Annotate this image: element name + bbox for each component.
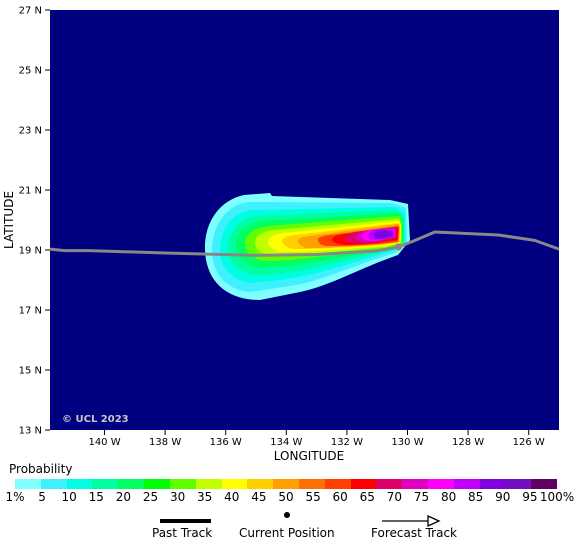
colorbar-label: 95 bbox=[522, 490, 538, 504]
colorbar-swatch bbox=[66, 479, 93, 489]
colorbar-swatch bbox=[428, 479, 454, 489]
colorbar-label: 80 bbox=[440, 490, 457, 504]
colorbar-swatch bbox=[531, 479, 558, 489]
current-position-swatch bbox=[284, 512, 290, 518]
lon-tick-label: 136 W bbox=[210, 437, 242, 448]
colorbar-label: 100% bbox=[539, 490, 575, 504]
watermark: © UCL 2023 bbox=[62, 414, 129, 425]
colorbar-swatch bbox=[505, 479, 532, 489]
colorbar-swatch bbox=[221, 479, 248, 489]
colorbar-label: 25 bbox=[142, 490, 159, 504]
x-axis-title: LONGITUDE bbox=[274, 449, 344, 463]
y-axis-title: LATITUDE bbox=[2, 191, 16, 249]
colorbar-swatch bbox=[15, 479, 41, 489]
lat-tick-label: 19 N bbox=[19, 246, 42, 257]
colorbar-label: 1% bbox=[5, 490, 25, 504]
probability-field bbox=[204, 193, 410, 300]
colorbar-label: 70 bbox=[386, 490, 403, 504]
lat-tick-label: 13 N bbox=[19, 426, 42, 437]
colorbar-label: 85 bbox=[468, 490, 484, 504]
colorbar-swatch bbox=[144, 479, 170, 489]
lat-tick-label: 21 N bbox=[19, 186, 42, 197]
colorbar-swatch bbox=[298, 479, 325, 489]
colorbar-label: 35 bbox=[197, 490, 213, 504]
latitude-axis: 27 N 25 N 23 N 21 N 19 N 17 N 15 N 13 N bbox=[19, 6, 50, 437]
colorbar-label: 65 bbox=[359, 490, 375, 504]
colorbar-label: 50 bbox=[278, 490, 294, 504]
current-position-label: Current Position bbox=[239, 526, 335, 540]
colorbar-swatch bbox=[479, 479, 506, 489]
current-position-marker bbox=[394, 243, 402, 251]
forecast-track-label: Forecast Track bbox=[371, 526, 457, 540]
probability-colorbar bbox=[15, 479, 558, 489]
colorbar-swatch bbox=[195, 479, 222, 489]
plot-area: © UCL 2023 bbox=[49, 10, 560, 430]
storm-track bbox=[49, 230, 560, 257]
colorbar-swatch bbox=[376, 479, 403, 489]
lat-tick-label: 23 N bbox=[19, 126, 42, 137]
colorbar-label: 10 bbox=[61, 490, 77, 504]
past-track-label: Past Track bbox=[152, 526, 213, 540]
lat-tick-label: 27 N bbox=[19, 6, 42, 17]
legend-title: Probability bbox=[9, 462, 73, 476]
lat-tick-label: 17 N bbox=[19, 306, 42, 317]
colorbar-label: 75 bbox=[413, 490, 430, 504]
colorbar-swatch bbox=[350, 479, 377, 489]
forecast-arrow-icon bbox=[427, 514, 441, 528]
colorbar-swatch bbox=[273, 479, 299, 489]
lon-tick-label: 134 W bbox=[270, 437, 302, 448]
colorbar-label: 15 bbox=[88, 490, 104, 504]
colorbar-label: 40 bbox=[224, 490, 240, 504]
colorbar-label: 60 bbox=[332, 490, 348, 504]
lon-tick-label: 126 W bbox=[513, 437, 545, 448]
colorbar-swatch bbox=[247, 479, 274, 489]
lat-tick-label: 25 N bbox=[19, 66, 42, 77]
colorbar-swatch bbox=[118, 479, 145, 489]
colorbar-label: 90 bbox=[495, 490, 511, 504]
colorbar-label: 30 bbox=[169, 490, 186, 504]
colorbar-label: 55 bbox=[305, 490, 321, 504]
colorbar-swatch bbox=[324, 479, 351, 489]
colorbar-swatch bbox=[453, 479, 480, 489]
colorbar-label: 20 bbox=[115, 490, 132, 504]
colorbar-label: 45 bbox=[251, 490, 267, 504]
lat-tick-label: 15 N bbox=[19, 366, 42, 377]
lon-tick-label: 130 W bbox=[391, 437, 423, 448]
lon-tick-label: 128 W bbox=[452, 437, 484, 448]
colorbar-swatch bbox=[40, 479, 67, 489]
colorbar-label: 5 bbox=[38, 490, 46, 504]
lon-tick-label: 138 W bbox=[149, 437, 181, 448]
colorbar-swatch bbox=[169, 479, 196, 489]
lon-tick-label: 140 W bbox=[88, 437, 120, 448]
colorbar-swatch bbox=[92, 479, 119, 489]
probability-contour bbox=[374, 230, 393, 239]
longitude-axis: 140 W 138 W 136 W 134 W 132 W 130 W 128 W 126 W bbox=[88, 430, 545, 448]
colorbar-swatch bbox=[402, 479, 428, 489]
lon-tick-label: 132 W bbox=[331, 437, 363, 448]
